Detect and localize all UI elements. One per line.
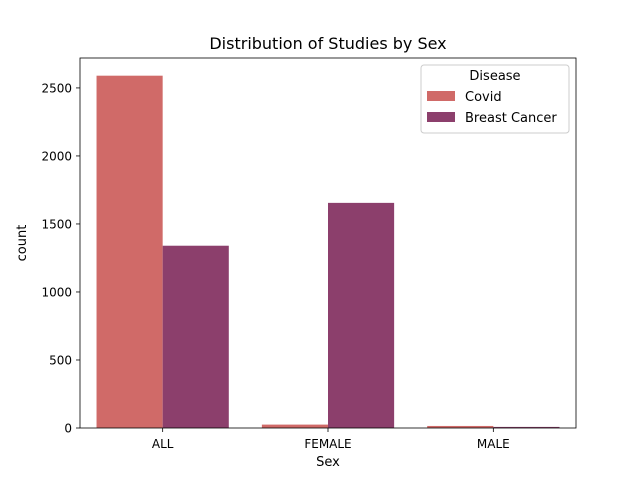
y-tick-label: 2000: [41, 149, 72, 163]
bar-breast-cancer-male: [493, 426, 560, 428]
x-tick-label: ALL: [152, 437, 174, 451]
y-axis-ticks: 0 500 1000 1500 2000 2500: [41, 81, 80, 436]
y-tick-label: 1500: [41, 217, 72, 231]
legend: Disease Covid Breast Cancer: [420, 64, 570, 134]
x-axis-ticks: ALL FEMALE MALE: [152, 428, 510, 451]
y-tick-label: 500: [49, 353, 72, 367]
bars-layer: [96, 75, 560, 428]
x-tick-label: MALE: [477, 437, 510, 451]
y-axis-label: count: [15, 225, 30, 262]
legend-items: Covid Breast Cancer: [427, 90, 557, 126]
bar-breast-cancer-all: [162, 245, 229, 428]
y-tick-label: 2500: [41, 81, 72, 95]
bar-covid-female: [261, 424, 328, 428]
legend-swatch: [427, 91, 455, 101]
y-tick-label: 0: [64, 422, 72, 436]
legend-swatch: [427, 112, 455, 122]
legend-title: Disease: [469, 69, 520, 84]
x-tick-label: FEMALE: [304, 437, 351, 451]
bar-breast-cancer-female: [328, 202, 395, 428]
legend-label: Breast Cancer: [465, 111, 557, 126]
bar-covid-all: [96, 75, 163, 428]
chart-title: Distribution of Studies by Sex: [209, 34, 446, 53]
bar-covid-male: [427, 425, 494, 428]
y-tick-label: 1000: [41, 285, 72, 299]
plot-frame: [79, 57, 577, 429]
legend-label: Covid: [465, 90, 502, 105]
x-axis-label: Sex: [316, 455, 340, 470]
legend-box: [420, 64, 570, 134]
